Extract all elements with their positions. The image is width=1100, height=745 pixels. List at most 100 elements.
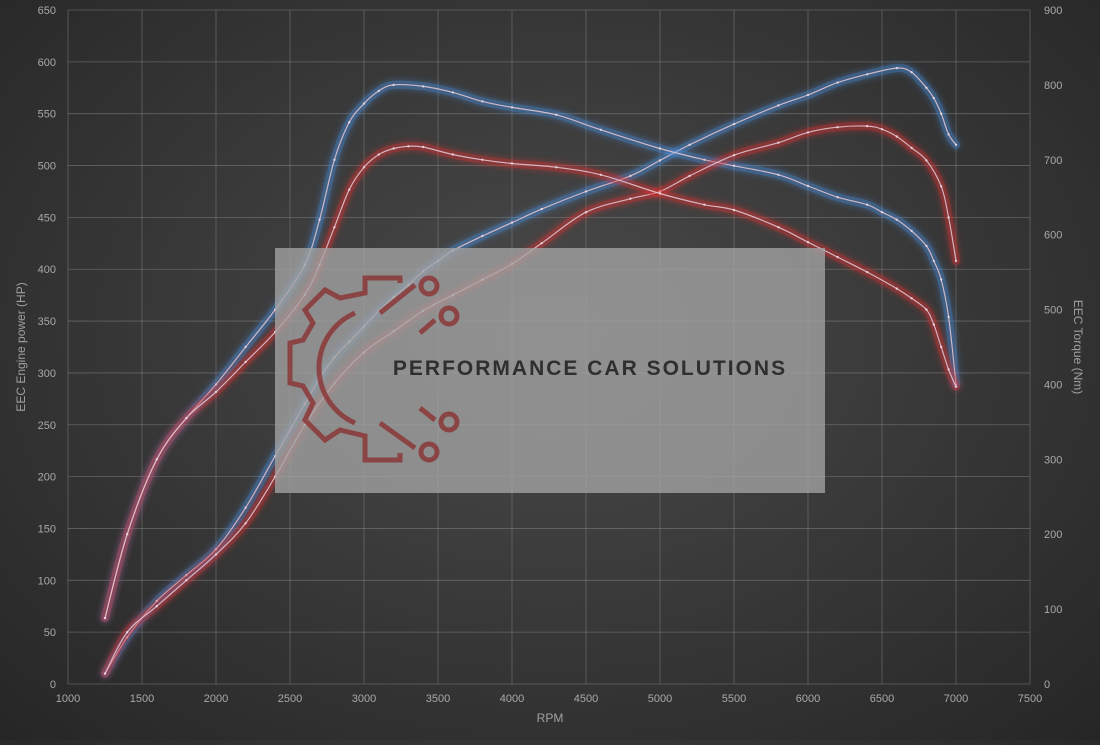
x-tick-label: 6000 — [796, 693, 820, 705]
data-point — [318, 218, 321, 221]
y-right-tick-label: 400 — [1044, 379, 1062, 391]
data-point — [732, 164, 736, 167]
data-point — [584, 211, 588, 214]
data-point — [214, 553, 218, 556]
data-point — [185, 579, 188, 582]
y-left-tick-label: 300 — [38, 368, 56, 380]
data-point — [932, 259, 935, 263]
data-point — [348, 121, 351, 124]
data-point — [599, 173, 602, 176]
x-tick-label: 2000 — [204, 693, 228, 705]
y-right-tick-label: 200 — [1044, 529, 1062, 541]
data-point — [422, 85, 425, 88]
y-left-tick-label: 0 — [50, 679, 56, 691]
data-point — [895, 218, 898, 221]
data-point — [407, 145, 410, 148]
data-point — [806, 93, 810, 97]
x-tick-label: 5500 — [722, 693, 746, 705]
data-point — [481, 234, 484, 238]
data-point — [333, 226, 336, 229]
y-left-tick-label: 50 — [44, 627, 56, 639]
x-tick-label: 7500 — [1018, 693, 1042, 705]
data-point — [126, 631, 129, 634]
x-tick-label: 2500 — [278, 693, 302, 705]
data-point — [510, 221, 514, 224]
data-point — [777, 173, 780, 176]
data-point — [732, 154, 736, 157]
data-point — [658, 147, 662, 150]
y-left-tick-label: 250 — [38, 420, 56, 432]
data-point — [880, 211, 884, 214]
y-right-tick-label: 0 — [1044, 679, 1050, 691]
data-point — [362, 102, 366, 105]
data-point — [910, 71, 913, 74]
data-point — [377, 89, 380, 93]
y-left-tick-label: 600 — [38, 57, 56, 69]
data-point — [836, 81, 839, 84]
data-point — [481, 100, 484, 103]
data-point — [777, 226, 780, 229]
data-point — [688, 143, 691, 146]
y-right-tick-label: 600 — [1044, 230, 1062, 242]
data-point — [392, 83, 395, 87]
data-point — [658, 192, 662, 195]
data-point — [732, 122, 736, 126]
data-point — [932, 96, 935, 100]
data-point — [925, 159, 928, 162]
data-point — [481, 158, 484, 161]
data-point — [866, 73, 869, 76]
y-right-tick-label: 900 — [1044, 5, 1062, 17]
data-point — [910, 229, 913, 233]
data-point — [895, 135, 898, 138]
watermark-text: PERFORMANCE CAR SOLUTIONS — [393, 357, 787, 380]
data-point — [555, 113, 558, 117]
data-point — [910, 297, 913, 300]
y-axis-right-title: EEC Torque (Nm) — [1071, 300, 1085, 394]
x-tick-label: 1000 — [56, 693, 80, 705]
gear-circuit-icon — [287, 275, 460, 463]
data-point — [348, 188, 351, 191]
data-point — [333, 158, 336, 161]
series-2 — [101, 80, 960, 623]
data-point — [584, 190, 588, 193]
data-point — [688, 174, 691, 178]
data-point — [451, 91, 454, 94]
y-right-tick-label: 300 — [1044, 454, 1062, 466]
x-tick-label: 3000 — [352, 693, 376, 705]
data-point — [155, 458, 158, 461]
data-point — [806, 241, 810, 244]
data-point — [732, 208, 736, 212]
data-point — [126, 533, 129, 536]
data-point — [185, 416, 188, 420]
x-tick-label: 3500 — [426, 693, 450, 705]
data-point — [103, 672, 107, 675]
data-point — [895, 66, 898, 70]
data-point — [940, 185, 943, 188]
data-point — [629, 174, 632, 178]
data-point — [940, 278, 943, 281]
data-point — [629, 197, 632, 200]
data-point — [244, 522, 247, 525]
data-point — [806, 184, 810, 188]
y-left-tick-label: 450 — [38, 212, 56, 224]
data-point — [244, 345, 247, 349]
y-left-tick-label: 550 — [38, 109, 56, 121]
series-line — [104, 125, 957, 675]
y-right-tick-label: 800 — [1044, 80, 1062, 92]
data-point — [925, 244, 928, 248]
watermark: PERFORMANCE CAR SOLUTIONS — [275, 248, 825, 493]
data-point — [954, 259, 958, 263]
data-point — [214, 383, 218, 386]
data-point — [244, 360, 247, 364]
data-point — [947, 368, 950, 371]
y-left-tick-label: 350 — [38, 316, 56, 328]
data-point — [806, 131, 810, 134]
x-tick-label: 6500 — [870, 693, 894, 705]
data-point — [895, 287, 898, 290]
y-right-tick-label: 700 — [1044, 155, 1062, 167]
data-point — [954, 385, 958, 388]
data-point — [244, 506, 247, 509]
data-point — [932, 323, 935, 326]
